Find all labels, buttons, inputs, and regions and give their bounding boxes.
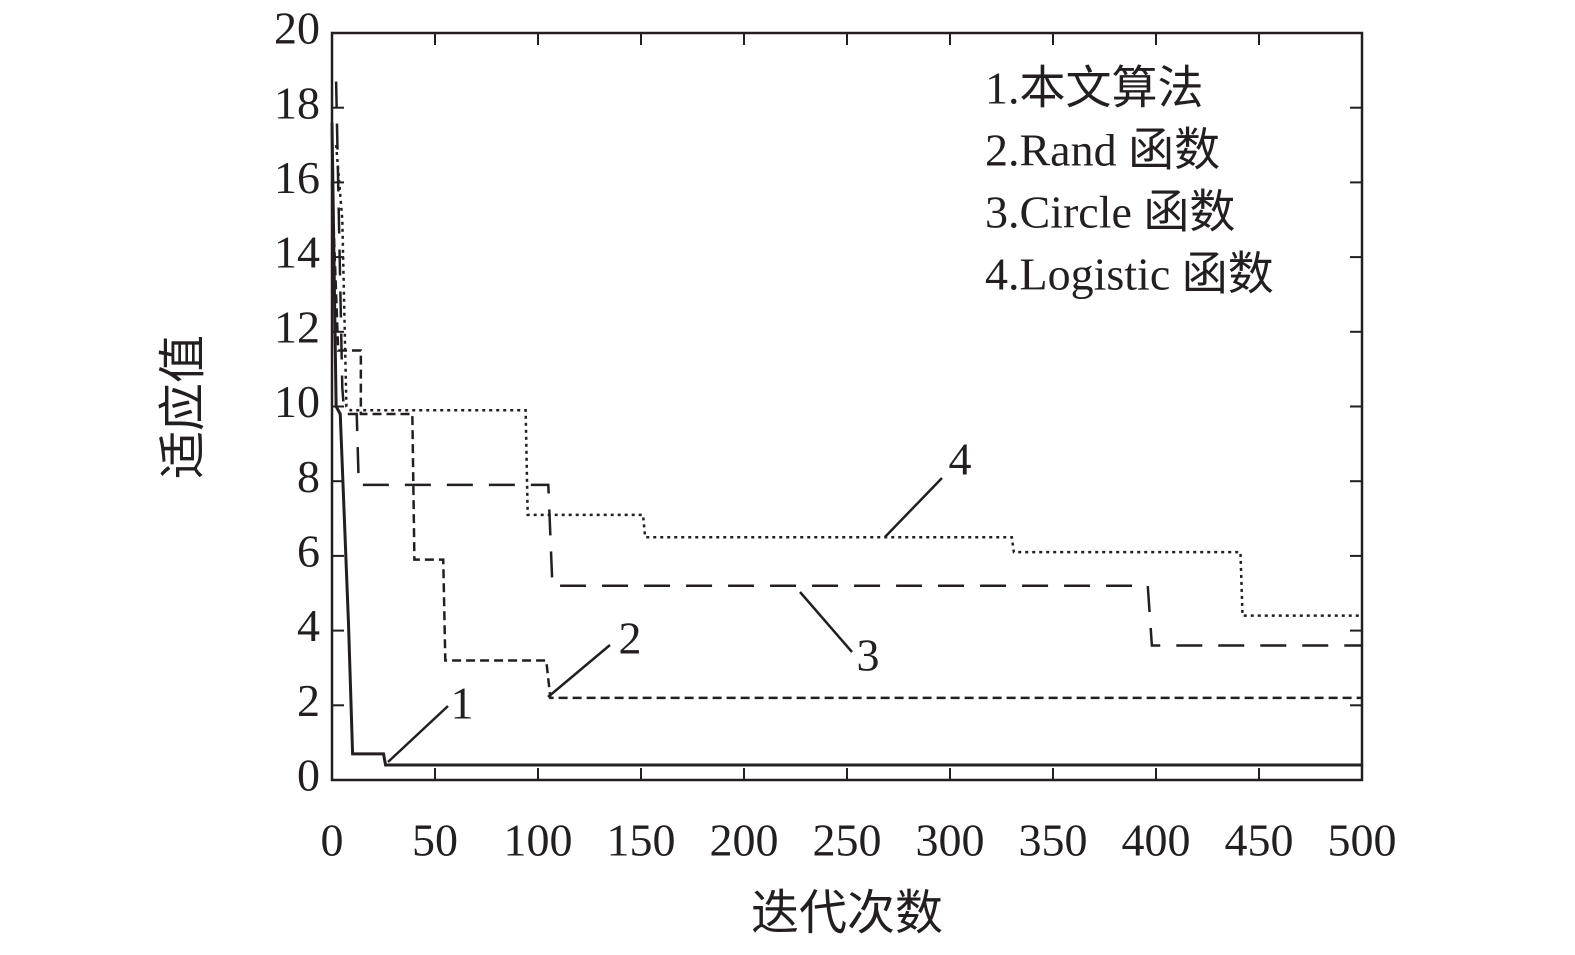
y-tick-label: 12	[274, 301, 320, 352]
y-tick-label: 4	[297, 600, 320, 651]
legend-entry: 4.Logistic 函数	[985, 249, 1274, 300]
leader-line	[799, 591, 853, 653]
y-axis-label: 适应值	[157, 335, 210, 479]
y-tick-label: 2	[297, 675, 320, 726]
y-tick-label: 20	[274, 3, 320, 54]
x-tick-label: 100	[504, 815, 573, 866]
legend-entry: 2.Rand 函数	[985, 125, 1220, 176]
series-line	[330, 122, 1362, 767]
y-tick-label: 18	[274, 77, 320, 128]
y-tick-label: 6	[297, 525, 320, 576]
series-line	[330, 182, 1362, 700]
x-tick-label: 0	[321, 815, 344, 866]
series-line	[334, 81, 1362, 647]
series-line	[334, 144, 1362, 617]
y-tick-label: 0	[297, 750, 320, 801]
annotation: 4	[949, 434, 972, 485]
y-tick-label: 14	[274, 227, 320, 278]
legend-entry: 1.本文算法	[985, 63, 1204, 114]
annotation: 2	[619, 613, 642, 664]
leader-line	[387, 705, 449, 763]
y-tick-label: 10	[274, 376, 320, 427]
x-tick-label: 300	[916, 815, 985, 866]
y-tick-label: 16	[274, 152, 320, 203]
x-tick-label: 150	[607, 815, 676, 866]
x-tick-label: 500	[1328, 815, 1397, 866]
leader-line	[884, 477, 943, 538]
x-axis-label: 迭代次数	[751, 887, 943, 940]
x-tick-label: 350	[1019, 815, 1088, 866]
annotation: 1	[451, 678, 474, 729]
legend-entry: 3.Circle 函数	[985, 187, 1235, 238]
x-tick-label: 200	[710, 815, 779, 866]
leader-line	[547, 644, 611, 698]
x-tick-label: 450	[1225, 815, 1294, 866]
x-tick-label: 50	[412, 815, 458, 866]
x-tick-label: 400	[1122, 815, 1191, 866]
x-tick-label: 250	[813, 815, 882, 866]
annotation: 3	[857, 630, 880, 681]
y-tick-label: 8	[297, 451, 320, 502]
